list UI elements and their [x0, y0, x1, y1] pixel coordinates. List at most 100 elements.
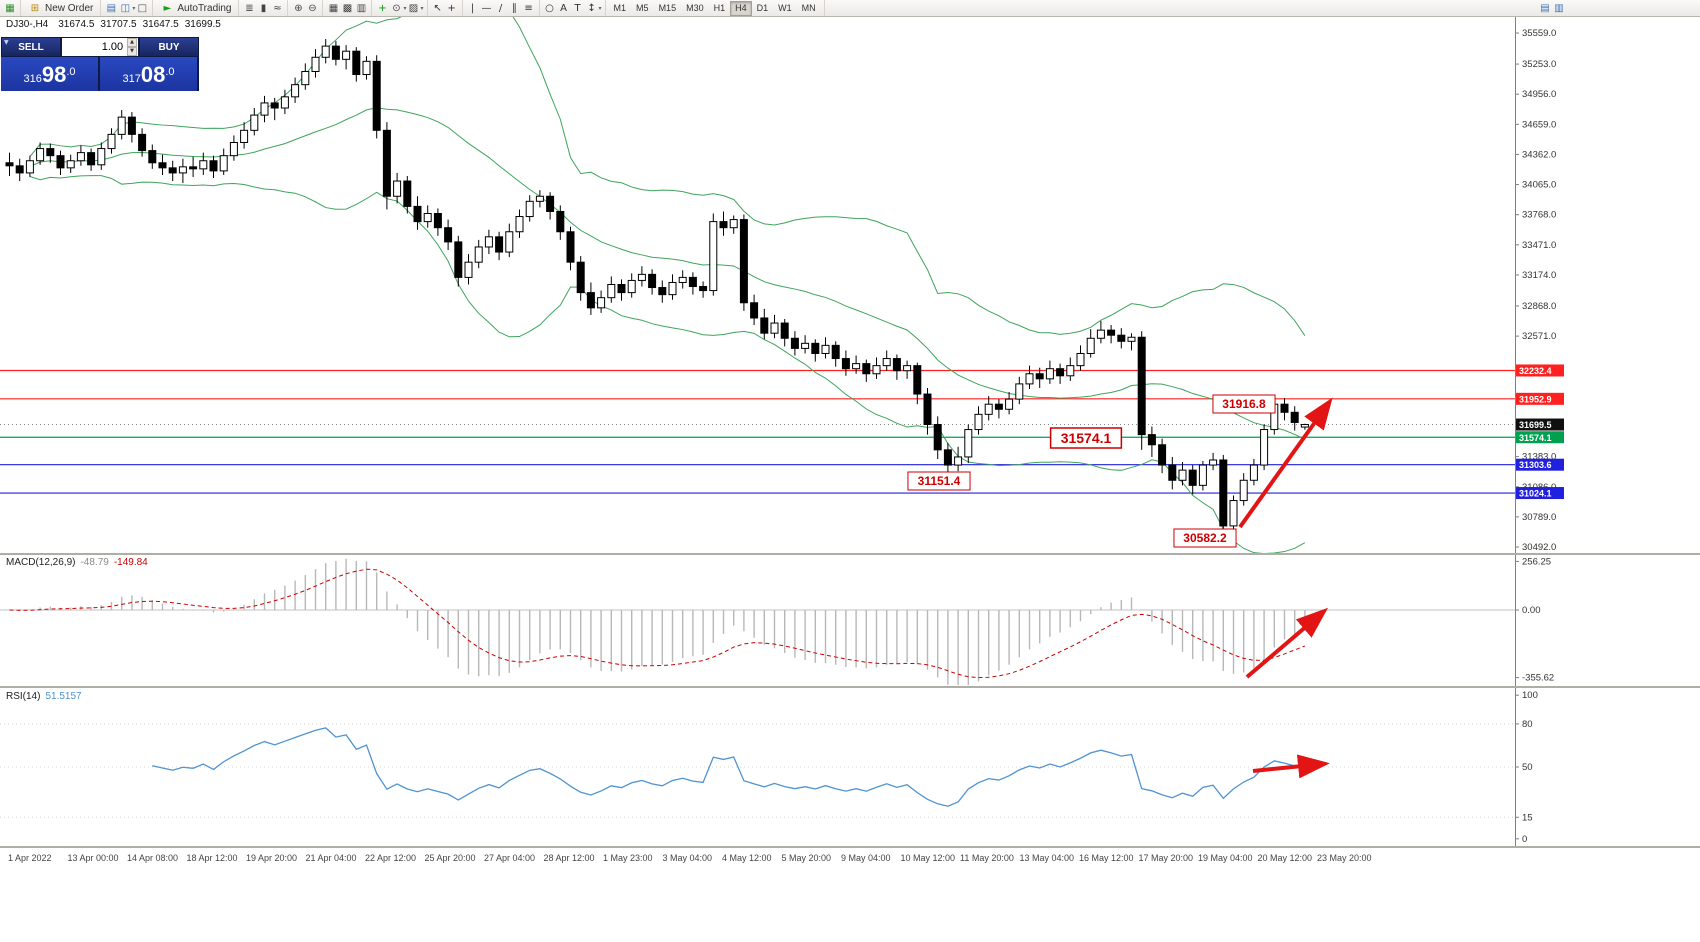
time-axis[interactable]: 1 Apr 2022 13 Apr 00:00 14 Apr 08:00 18 Apr… — [0, 848, 1700, 868]
app-icon[interactable]: ▦ — [5, 2, 15, 14]
fullscreen-icon[interactable]: □ — [137, 2, 148, 14]
arrows-tool-icon-dropdown[interactable]: ▾ — [598, 4, 602, 12]
price-annotation[interactable]: 31574.1 — [1049, 427, 1123, 449]
time-axis-label: 13 May 04:00 — [1019, 853, 1075, 863]
label-icon[interactable]: T — [574, 2, 581, 14]
price-digits: 98 — [41, 62, 67, 87]
timeframe-M1[interactable]: M1 — [613, 2, 627, 13]
bollinger-bands — [29, 16, 1306, 553]
time-axis-label: 27 Apr 04:00 — [484, 853, 536, 863]
svg-text:35253.0: 35253.0 — [1522, 59, 1556, 70]
text-icon[interactable]: A — [560, 2, 567, 14]
auto-arrange-icon[interactable]: ▩ — [342, 2, 353, 14]
volume-up-button[interactable]: ▲ — [127, 38, 137, 47]
trend-arrow[interactable] — [1245, 607, 1329, 679]
svg-text:30492.0: 30492.0 — [1522, 542, 1556, 553]
timeframe-H1[interactable]: H1 — [713, 2, 726, 13]
timeframe-M15[interactable]: M15 — [658, 2, 677, 13]
price-digits: .0 — [165, 66, 175, 78]
svg-text:0.00: 0.00 — [1522, 605, 1541, 616]
channel-icon[interactable]: ∥ — [512, 2, 518, 14]
autotrading-button[interactable]: ► AutoTrading — [156, 1, 235, 16]
time-axis-label: 22 Apr 12:00 — [365, 853, 417, 863]
toolbar-group: ○ A T ↕ ▾ — [540, 0, 606, 16]
time-axis-label: 20 May 12:00 — [1257, 853, 1313, 863]
rsi-title: RSI(14) — [6, 691, 41, 702]
time-axis-label: 25 Apr 20:00 — [424, 853, 476, 863]
period-icon-dropdown[interactable]: ▾ — [403, 4, 407, 12]
buy-price-display[interactable]: 317 08.0 — [100, 57, 197, 91]
macd-panel[interactable]: 256.25 0.00 -355.62 — [0, 555, 1700, 686]
trendline-icon[interactable]: / — [498, 2, 503, 14]
autotrading-button-label: AutoTrading — [177, 2, 232, 14]
chart-window-icon[interactable]: ▤ — [1540, 2, 1550, 14]
toolbar-group: ↖ + — [428, 0, 463, 16]
panel-splitter[interactable] — [0, 686, 1700, 688]
panel-splitter[interactable] — [0, 553, 1700, 555]
candlestick-chart-icon[interactable]: ▮ — [260, 2, 267, 14]
svg-text:31952.9: 31952.9 — [1519, 394, 1552, 404]
trend-arrow[interactable] — [1252, 754, 1330, 779]
zoom-in-icon[interactable]: ⊕ — [294, 2, 303, 14]
toolbar-group: | — / ∥ ≡ — [463, 0, 540, 16]
horizontal-line-icon[interactable]: — — [481, 2, 492, 14]
arrows-tool-icon[interactable]: ↕ — [587, 2, 596, 14]
shapes-icon[interactable]: ○ — [545, 2, 554, 14]
add-indicator-icon[interactable]: + — [378, 2, 387, 14]
macd-axis[interactable]: 256.25 0.00 -355.62 — [1515, 555, 1554, 686]
svg-text:31024.1: 31024.1 — [1519, 489, 1552, 499]
timeframe-M30[interactable]: M30 — [686, 2, 704, 13]
tile-windows-icon[interactable]: ▦ — [328, 2, 339, 14]
timeframe-H4[interactable]: H4 — [730, 0, 752, 16]
sell-price-display[interactable]: 316 98.0 — [1, 57, 98, 91]
autotrading-play-icon: ► — [163, 2, 172, 14]
timeframe-M5[interactable]: M5 — [636, 2, 649, 13]
new-order-button-label: New Order — [45, 2, 94, 14]
profiles-icon-dropdown[interactable]: ▾ — [132, 4, 136, 12]
zoom-out-icon[interactable]: ⊖ — [308, 2, 317, 14]
toolbar-group: ▦ — [0, 0, 21, 16]
price-digits: .0 — [66, 66, 76, 78]
rsi-panel[interactable]: 100 80 50 15 0 — [0, 688, 1700, 846]
toolbar-left: ▦ ⊞ New Order ▤ ◫ ▾ □ ► AutoTrading ≣ ▮ ≈ ⊕ ⊖ ▦ ▩ ▥ + ⊙ ▾ ▨ ▾… — [0, 0, 825, 16]
volume-input[interactable] — [69, 40, 126, 54]
line-chart-icon[interactable]: ≈ — [273, 2, 282, 14]
time-axis-label: 13 Apr 00:00 — [67, 853, 119, 863]
price-chart-panel[interactable]: 35559.0 35253.0 34956.0 34659.0 34362.0 34065… — [0, 16, 1700, 553]
data-window-icon[interactable]: ▥ — [1554, 2, 1564, 14]
new-order-button[interactable]: ⊞ New Order — [24, 1, 97, 16]
bar-chart-icon[interactable]: ≣ — [245, 2, 254, 14]
period-icon[interactable]: ⊙ — [392, 2, 401, 14]
rsi-axis[interactable]: 100 80 50 15 0 — [1515, 688, 1538, 846]
timeframe-D1[interactable]: D1 — [756, 2, 769, 13]
macd-main-value: -48.79 — [80, 557, 109, 568]
svg-text:31574.1: 31574.1 — [1061, 430, 1112, 446]
price-annotation[interactable]: 30582.2 — [1173, 528, 1237, 548]
trade-panel-menu-icon[interactable]: ▼ — [4, 39, 9, 46]
price-axis[interactable]: 35559.0 35253.0 34956.0 34659.0 34362.0 34065… — [1515, 16, 1564, 553]
price-annotation[interactable]: 31916.8 — [1212, 394, 1276, 414]
charts-window-icon[interactable]: ▤ — [106, 2, 117, 14]
chart-shift-icon[interactable]: ▥ — [356, 2, 367, 14]
cursor-icon[interactable]: ↖ — [433, 2, 442, 14]
sell-button[interactable]: ▼ SELL — [1, 37, 61, 57]
template-icon-dropdown[interactable]: ▾ — [420, 4, 424, 12]
timeframe-W1[interactable]: W1 — [778, 2, 792, 13]
vertical-line-icon[interactable]: | — [470, 2, 475, 14]
profiles-icon[interactable]: ◫ — [120, 2, 131, 14]
trend-arrow[interactable] — [1238, 397, 1333, 529]
svg-text:50: 50 — [1522, 762, 1533, 773]
buy-button[interactable]: BUY — [139, 37, 199, 57]
timeframe-MN[interactable]: MN — [801, 2, 816, 13]
svg-text:32232.4: 32232.4 — [1519, 366, 1552, 376]
volume-down-button[interactable]: ▼ — [127, 47, 137, 56]
svg-text:31383.0: 31383.0 — [1522, 452, 1556, 463]
fibonacci-icon[interactable]: ≡ — [524, 2, 533, 14]
toolbar-group: ▤ ◫ ▾ □ — [101, 0, 154, 16]
macd-histogram — [19, 558, 1306, 686]
template-icon[interactable]: ▨ — [408, 2, 419, 14]
price-annotation[interactable]: 31151.4 — [907, 471, 971, 491]
toolbar-group: ≣ ▮ ≈ — [239, 0, 289, 16]
crosshair-icon[interactable]: + — [447, 2, 456, 14]
